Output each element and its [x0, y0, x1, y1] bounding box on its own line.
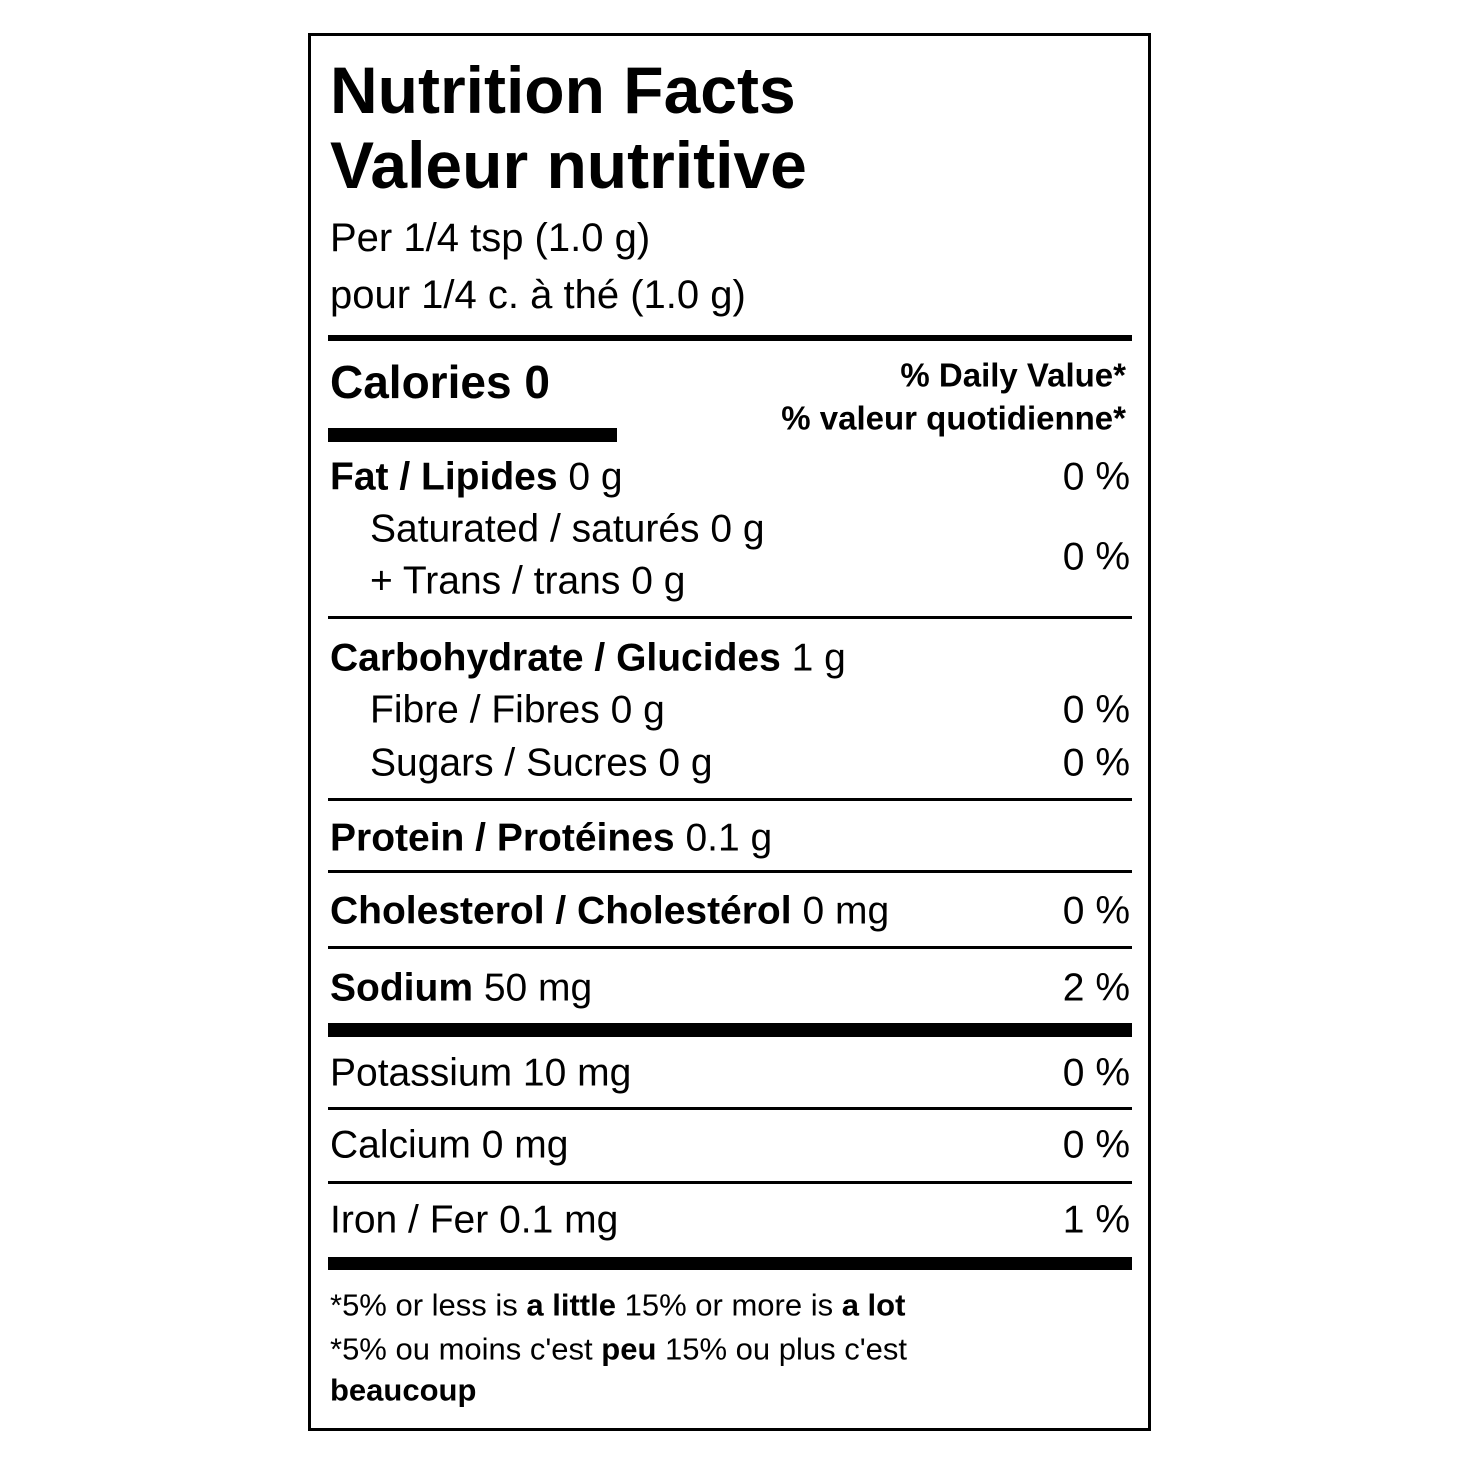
nutrient-dv: 0 %: [1062, 1051, 1130, 1095]
nutrient-dv: 0 %: [1062, 455, 1130, 499]
nutrient-row: Carbohydrate / Glucides 1 g: [330, 639, 846, 678]
nutrient-amount: 0 g: [710, 507, 765, 551]
serving-fr: pour 1/4 c. à thé (1.0 g): [330, 273, 746, 317]
rule: [328, 798, 1132, 801]
footnote-text: *5% ou moins c'est: [330, 1331, 602, 1367]
title: Nutrition Facts: [330, 53, 796, 127]
footnote-text: 15% ou plus c'est: [656, 1331, 908, 1367]
footnote: *5% or less is a little 15% or more is a…: [330, 1290, 905, 1321]
nutrient-row: Fibre / Fibres 0 g: [370, 691, 665, 730]
footnote-text: *5% or less is: [330, 1287, 527, 1323]
nutrient-name: Protein / Protéines: [330, 816, 675, 860]
nutrient-dv: 0 %: [1062, 889, 1130, 933]
nutrient-dv: 2 %: [1062, 966, 1130, 1010]
nutrient-amount: 0 g: [610, 688, 665, 732]
thick-rule: [328, 1023, 1132, 1037]
nutrient-amount: 1 g: [791, 636, 846, 680]
nutrient-row: Sodium 50 mg: [330, 969, 592, 1008]
footnote: *5% ou moins c'est peu 15% ou plus c'est: [330, 1334, 907, 1365]
footnote-bold: a little: [526, 1287, 616, 1323]
nutrient-amount: 0 g: [631, 559, 686, 603]
thick-rule: [328, 1257, 1132, 1270]
daily-value-header-fr: % valeur quotidienne*: [781, 399, 1126, 437]
rule: [328, 335, 1132, 341]
nutrient-amount: 0 g: [568, 455, 623, 499]
nutrient-row: Cholesterol / Cholestérol 0 mg: [330, 892, 889, 931]
nutrient-name: + Trans / trans: [370, 559, 621, 603]
nutrient-amount: 0 mg: [481, 1123, 569, 1167]
footnote: beaucoup: [330, 1375, 476, 1406]
nutrient-name: Cholesterol / Cholestérol: [330, 889, 792, 933]
calories-bar: [328, 428, 617, 442]
nutrient-row: Fat / Lipides 0 g: [330, 458, 623, 497]
nutrient-dv: 0 %: [1062, 1123, 1130, 1167]
rule: [328, 616, 1132, 619]
nutrient-row: Protein / Protéines 0.1 g: [330, 819, 772, 858]
footnote-bold: a lot: [841, 1287, 906, 1323]
daily-value-header: % Daily Value*: [900, 356, 1126, 394]
nutrient-name: Iron / Fer: [330, 1198, 489, 1242]
nutrient-name: Potassium: [330, 1051, 513, 1095]
nutrient-name: Fibre / Fibres: [370, 688, 600, 732]
nutrient-row: Potassium 10 mg: [330, 1054, 631, 1093]
footnote-bold: peu: [601, 1331, 657, 1367]
nutrient-amount: 0 mg: [802, 889, 890, 933]
nutrient-dv: 0 %: [1062, 741, 1130, 785]
nutrient-amount: 0 g: [658, 741, 713, 785]
nutrient-dv: 1 %: [1062, 1198, 1130, 1242]
rule: [328, 870, 1132, 873]
rule: [328, 946, 1132, 949]
nutrient-amount: 0.1 mg: [499, 1198, 619, 1242]
nutrient-name: Calcium: [330, 1123, 471, 1167]
rule: [328, 1107, 1132, 1110]
calories: Calories 0: [330, 359, 550, 405]
nutrient-amount: 10 mg: [522, 1051, 632, 1095]
nutrient-name: Saturated / saturés: [370, 507, 700, 551]
nutrient-name: Sodium: [330, 966, 473, 1010]
calories-label: Calories: [330, 356, 512, 408]
nutrient-amount: 50 mg: [483, 966, 593, 1010]
label-border: [308, 33, 1151, 1431]
nutrient-row: Iron / Fer 0.1 mg: [330, 1201, 618, 1240]
nutrient-dv: 0 %: [1062, 688, 1130, 732]
nutrient-name: Carbohydrate / Glucides: [330, 636, 781, 680]
nutrient-name: Fat / Lipides: [330, 455, 558, 499]
nutrient-row: Saturated / saturés 0 g: [370, 510, 765, 549]
nutrient-dv: 0 %: [1062, 535, 1130, 579]
nutrient-row: Sugars / Sucres 0 g: [370, 744, 713, 783]
serving: Per 1/4 tsp (1.0 g): [330, 216, 651, 260]
nutrient-amount: 0.1 g: [685, 816, 773, 860]
nutrient-row: + Trans / trans 0 g: [370, 562, 685, 601]
calories-value: 0: [524, 356, 550, 408]
footnote-bold: beaucoup: [330, 1372, 477, 1408]
rule: [328, 1181, 1132, 1184]
footnote-text: 15% or more is: [616, 1287, 842, 1323]
nutrient-row: Calcium 0 mg: [330, 1126, 568, 1165]
nutrient-name: Sugars / Sucres: [370, 741, 648, 785]
title-fr: Valeur nutritive: [330, 128, 807, 202]
